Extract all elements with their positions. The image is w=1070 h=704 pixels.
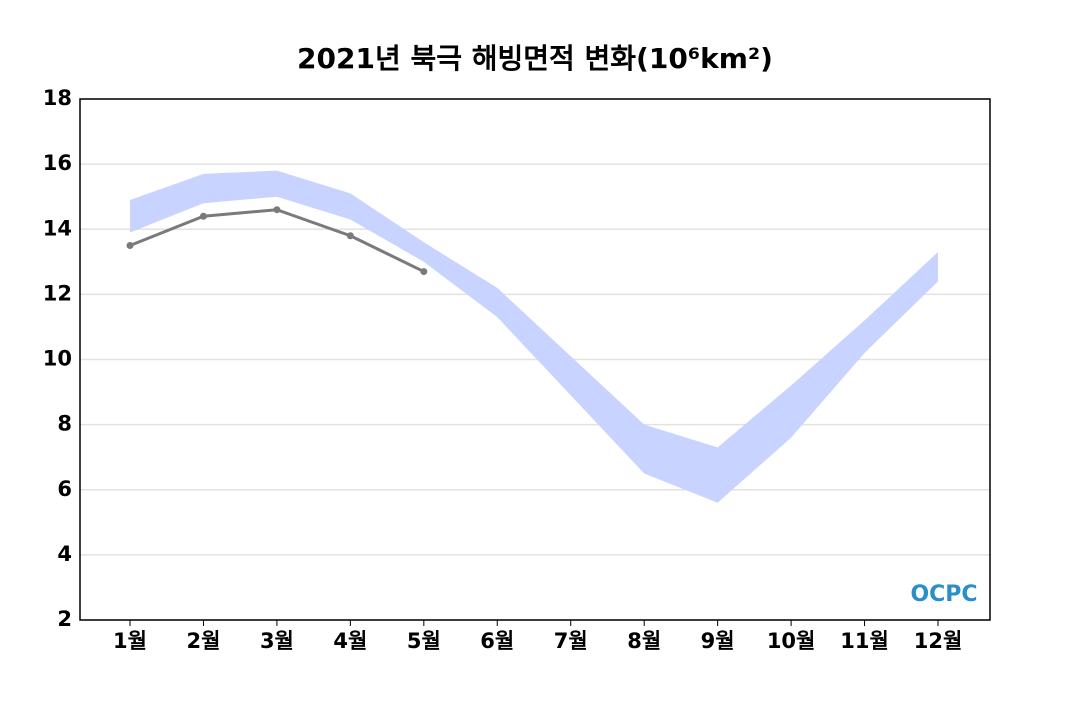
- y-tick-label: 8: [57, 412, 72, 436]
- y-tick-label: 2: [57, 607, 72, 631]
- x-tick-label: 8월: [627, 629, 661, 653]
- x-tick-label: 11월: [840, 629, 889, 653]
- data-point: [199, 212, 207, 220]
- plot-frame: [79, 98, 991, 621]
- x-tick-label: 10월: [767, 629, 816, 653]
- data-point: [420, 268, 428, 276]
- y-tick-label: 6: [57, 477, 72, 501]
- data-point: [273, 206, 281, 214]
- y-tick-label: 10: [43, 347, 72, 371]
- y-tick-label: 14: [43, 216, 72, 240]
- y-tick-label: 16: [43, 151, 72, 175]
- y-tick-label: 18: [43, 86, 72, 110]
- x-tick-label: 4월: [333, 629, 367, 653]
- x-tick-label: 12월: [914, 629, 963, 653]
- data-point: [126, 242, 134, 250]
- y-tick-label: 4: [57, 542, 72, 566]
- x-tick-label: 6월: [480, 629, 514, 653]
- y-tick-label: 12: [43, 281, 72, 305]
- x-tick-label: 2월: [186, 629, 220, 653]
- x-tick-label: 1월: [113, 629, 147, 653]
- x-tick-label: 9월: [701, 629, 735, 653]
- watermark: OCPC: [910, 582, 977, 607]
- x-tick-label: 3월: [260, 629, 294, 653]
- x-tick-label: 7월: [554, 629, 588, 653]
- chart-title: 2021년 북극 해빙면적 변화(10⁶km²): [297, 42, 773, 75]
- range-band: [130, 170, 938, 503]
- x-tick-label: 5월: [407, 629, 441, 653]
- data-point: [346, 232, 354, 240]
